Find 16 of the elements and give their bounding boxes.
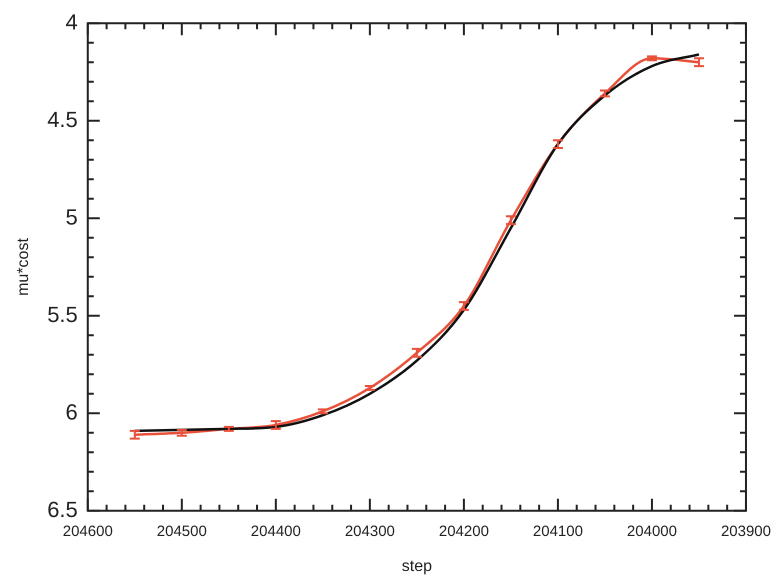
x-tick-label: 203900 [720,522,772,540]
x-tick-label: 204400 [250,522,301,540]
x-tick-label: 204600 [62,522,113,540]
y-tick-label: 5 [66,204,78,230]
x-axis-title: step [402,558,432,575]
y-tick-label: 6.5 [47,496,78,522]
x-tick-label: 204000 [626,522,677,540]
y-axis-title: mu*cost [15,238,32,296]
x-tick-label: 204300 [344,522,395,540]
y-tick-label: 4 [66,9,78,34]
x-tick-label: 204500 [156,522,207,540]
x-tick-label: 204200 [438,522,489,540]
x-tick-label: 204100 [532,522,583,540]
y-tick-label: 5.5 [47,302,78,327]
y-tick-label: 4.5 [47,106,78,132]
y-tick-label: 6 [66,399,78,424]
